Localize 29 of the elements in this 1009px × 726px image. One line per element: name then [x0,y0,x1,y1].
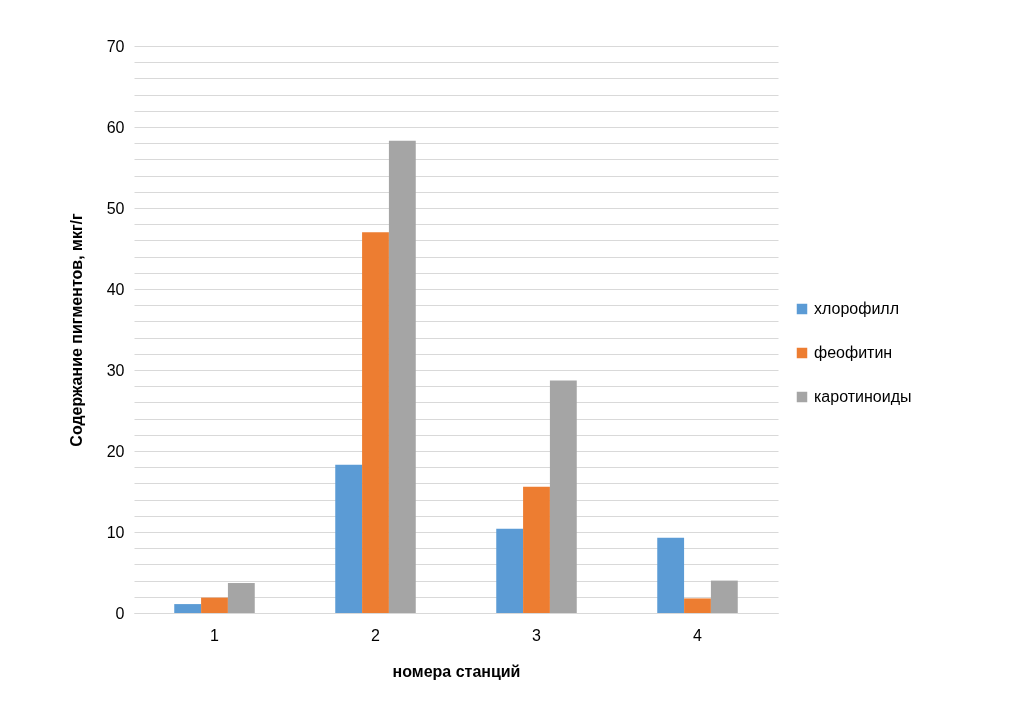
y-tick-label: 60 [106,118,125,136]
bar [388,140,416,613]
bar [684,598,711,613]
bar [362,232,389,613]
legend-label: феофитин [814,344,893,361]
bar [174,604,202,613]
legend-label: хлорофилл [814,300,899,317]
bar [227,583,255,613]
y-axis-title: Содержание пигментов, мкг/г [67,213,85,447]
bar [523,486,550,613]
x-axis-title: номера станций [392,662,521,680]
y-tick-label: 70 [106,37,125,55]
bar [201,597,228,613]
y-tick-label: 10 [106,523,125,541]
bar [496,528,524,613]
y-tick-label: 40 [106,280,125,298]
x-tick-label: 3 [532,626,542,644]
legend-label: каротиноиды [814,388,912,405]
y-tick-label: 20 [106,442,125,460]
y-tick-label: 50 [106,199,125,217]
bar [335,464,363,613]
bar [549,380,577,613]
x-tick-label: 2 [371,626,381,644]
bar [657,537,685,613]
x-tick-label: 4 [693,626,703,644]
y-tick-label: 30 [106,361,125,379]
y-tick-label: 0 [115,604,125,622]
bar [710,580,738,613]
x-tick-label: 1 [210,626,220,644]
